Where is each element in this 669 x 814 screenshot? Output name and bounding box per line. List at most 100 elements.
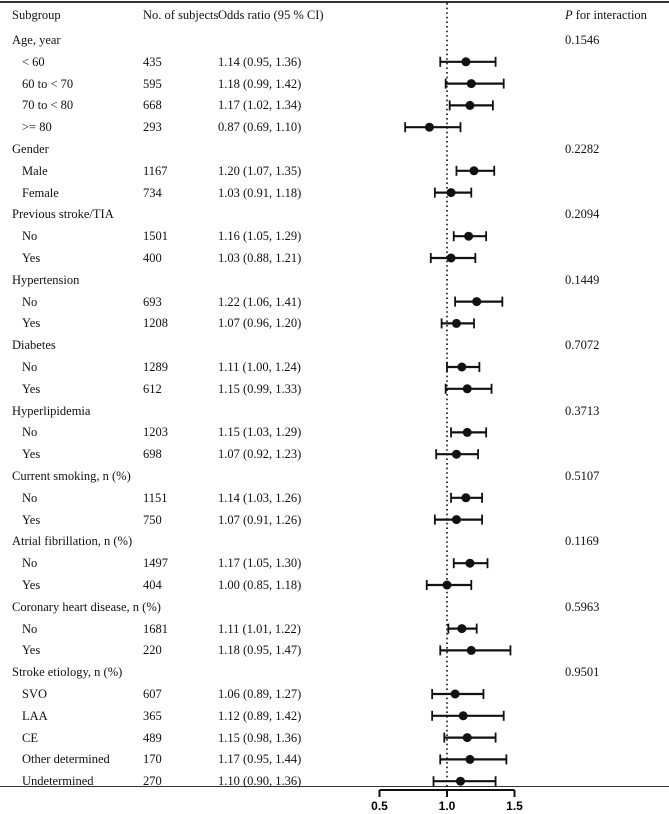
p-interaction-value: 0.1546 <box>565 33 600 47</box>
subgroup-label: Other determined <box>22 752 110 767</box>
odds-ratio-text: 1.11 (1.01, 1.22) <box>218 621 301 636</box>
odds-ratio-point <box>424 122 434 132</box>
subgroup-label: >= 80 <box>22 120 52 135</box>
subject-count: 607 <box>143 687 162 701</box>
odds-ratio-point <box>466 645 476 655</box>
subgroup-label: No <box>22 490 38 505</box>
odds-ratio-point <box>464 231 474 241</box>
header-subjects: No. of subjects <box>143 8 219 22</box>
odds-ratio-point <box>451 449 461 459</box>
header-p-italic: P <box>565 8 573 22</box>
odds-ratio-text: 1.16 (1.05, 1.29) <box>218 229 302 244</box>
subgroup-label: < 60 <box>22 54 45 69</box>
odds-ratio-point <box>457 624 467 634</box>
odds-ratio-text: 1.15 (0.98, 1.36) <box>218 730 302 745</box>
odds-ratio-text: 1.18 (0.99, 1.42) <box>218 76 302 91</box>
subject-count: 698 <box>143 447 162 462</box>
subgroup-label: Yes <box>22 447 41 462</box>
odds-ratio-point <box>462 427 472 437</box>
odds-ratio-text: 1.11 (1.00, 1.24) <box>218 360 301 374</box>
odds-ratio-point <box>451 515 461 525</box>
subject-count: 1151 <box>143 490 168 505</box>
subject-count: 595 <box>143 76 162 91</box>
x-tick-label: 1.0 <box>439 799 456 813</box>
subgroup-label: Male <box>22 163 48 178</box>
subject-count: 435 <box>143 54 162 69</box>
odds-ratio-text: 1.06 (0.89, 1.27) <box>218 687 302 701</box>
subgroup-label: No <box>22 556 38 571</box>
odds-ratio-point <box>469 166 479 176</box>
odds-ratio-text: 1.07 (0.96, 1.20) <box>218 316 302 331</box>
subject-count: 693 <box>143 294 162 309</box>
group-label: Stroke etiology, n (%) <box>12 665 123 680</box>
odds-ratio-point <box>442 580 452 590</box>
header-odds-ratio: Odds ratio (95 % CI) <box>218 8 324 22</box>
odds-ratio-text: 1.15 (1.03, 1.29) <box>218 425 302 440</box>
odds-ratio-text: 1.20 (1.07, 1.35) <box>218 163 302 178</box>
p-interaction-value: 0.5107 <box>565 469 600 483</box>
odds-ratio-text: 1.17 (1.02, 1.34) <box>218 98 302 113</box>
header-subgroup: Subgroup <box>12 8 61 22</box>
subgroup-label: Undetermined <box>22 774 94 789</box>
subject-count: 270 <box>143 774 162 789</box>
odds-ratio-text: 1.07 (0.91, 1.26) <box>218 512 302 527</box>
x-tick-label: 1.5 <box>506 799 523 813</box>
subgroup-label: Yes <box>22 381 41 396</box>
odds-ratio-text: 1.17 (1.05, 1.30) <box>218 556 302 571</box>
p-interaction-value: 0.1169 <box>565 534 599 549</box>
subject-count: 404 <box>143 578 162 592</box>
p-interaction-value: 0.2282 <box>565 142 600 156</box>
subject-count: 1497 <box>143 556 168 571</box>
subject-count: 400 <box>143 251 162 265</box>
odds-ratio-text: 1.14 (0.95, 1.36) <box>218 54 302 69</box>
odds-ratio-text: 1.22 (1.06, 1.41) <box>218 294 302 309</box>
odds-ratio-text: 1.18 (0.95, 1.47) <box>218 643 302 658</box>
subgroup-label: No <box>22 425 38 440</box>
subgroup-label: SVO <box>22 687 48 701</box>
group-label: Atrial fibrillation, n (%) <box>12 534 133 549</box>
p-interaction-value: 0.1449 <box>565 272 600 287</box>
top-rule <box>0 1 669 3</box>
odds-ratio-text: 1.17 (0.95, 1.44) <box>218 752 302 767</box>
subgroup-label: No <box>22 294 38 309</box>
odds-ratio-point <box>446 253 456 263</box>
odds-ratio-point <box>462 733 472 743</box>
subject-count: 489 <box>143 730 162 745</box>
subgroup-label: No <box>22 360 38 374</box>
subject-count: 220 <box>143 643 162 658</box>
subject-count: 1208 <box>143 316 168 331</box>
odds-ratio-point <box>466 79 476 89</box>
subject-count: 1289 <box>143 360 168 374</box>
p-interaction-value: 0.5963 <box>565 599 600 614</box>
odds-ratio-point <box>465 100 475 110</box>
subgroup-label: 70 to < 80 <box>22 98 74 113</box>
group-label: Coronary heart disease, n (%) <box>12 599 161 614</box>
subject-count: 750 <box>143 512 162 527</box>
subject-count: 293 <box>143 120 162 135</box>
header-p-rest: for interaction <box>572 8 647 22</box>
odds-ratio-text: 1.15 (0.99, 1.33) <box>218 381 302 396</box>
subject-count: 1501 <box>143 229 168 244</box>
subgroup-label: CE <box>22 730 38 745</box>
group-label: Gender <box>12 142 49 156</box>
subject-count: 668 <box>143 98 162 113</box>
bottom-rule <box>0 786 669 787</box>
p-interaction-value: 0.3713 <box>565 403 600 418</box>
subgroup-label: Yes <box>22 578 41 592</box>
subgroup-label: Yes <box>22 316 41 331</box>
odds-ratio-point <box>457 362 467 372</box>
odds-ratio-point <box>451 318 461 328</box>
odds-ratio-point <box>472 297 482 307</box>
odds-ratio-point <box>465 558 475 568</box>
p-interaction-value: 0.7072 <box>565 338 600 353</box>
odds-ratio-text: 0.87 (0.69, 1.10) <box>218 120 302 135</box>
group-label: Diabetes <box>12 338 56 353</box>
subgroup-label: 60 to < 70 <box>22 76 74 91</box>
odds-ratio-point <box>458 711 468 721</box>
odds-ratio-point <box>461 493 471 503</box>
subgroup-label: Yes <box>22 251 41 265</box>
subject-count: 1203 <box>143 425 168 440</box>
odds-ratio-text: 1.03 (0.91, 1.18) <box>218 185 302 200</box>
subgroup-label: Female <box>22 185 59 200</box>
